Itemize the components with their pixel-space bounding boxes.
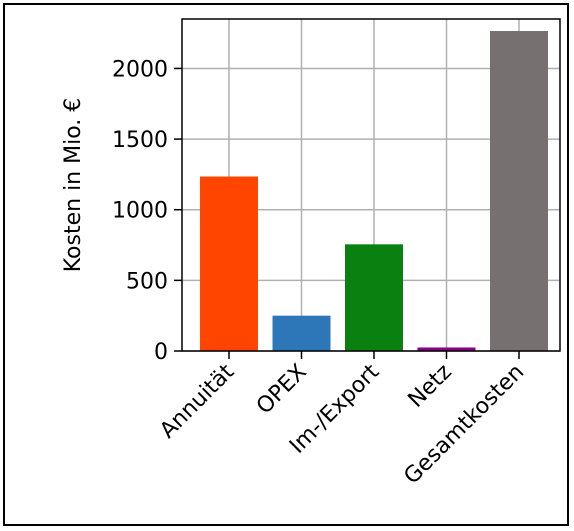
y-tick-label: 1000 — [112, 199, 168, 224]
bar-netz — [417, 347, 476, 351]
bar-annuität — [200, 176, 258, 351]
y-tick-label: 2000 — [112, 57, 168, 82]
y-tick-label: 0 — [154, 340, 168, 365]
figure-frame — [3, 3, 569, 526]
x-tick-label: OPEX — [252, 360, 312, 420]
y-tick-label: 500 — [126, 269, 168, 294]
bar-im-export — [345, 244, 403, 351]
x-tick-label: Annuität — [155, 359, 239, 443]
bars — [200, 31, 548, 351]
y-axis-label: Kosten in Mio. € — [61, 98, 86, 273]
bar-opex — [272, 315, 331, 351]
y-axis: 0 500 1000 1500 2000 — [112, 57, 182, 365]
y-tick-label: 1500 — [112, 128, 168, 153]
plot-area — [181, 18, 561, 352]
bar-gesamtkosten — [490, 31, 548, 351]
x-tick-label: Netz — [404, 360, 457, 413]
